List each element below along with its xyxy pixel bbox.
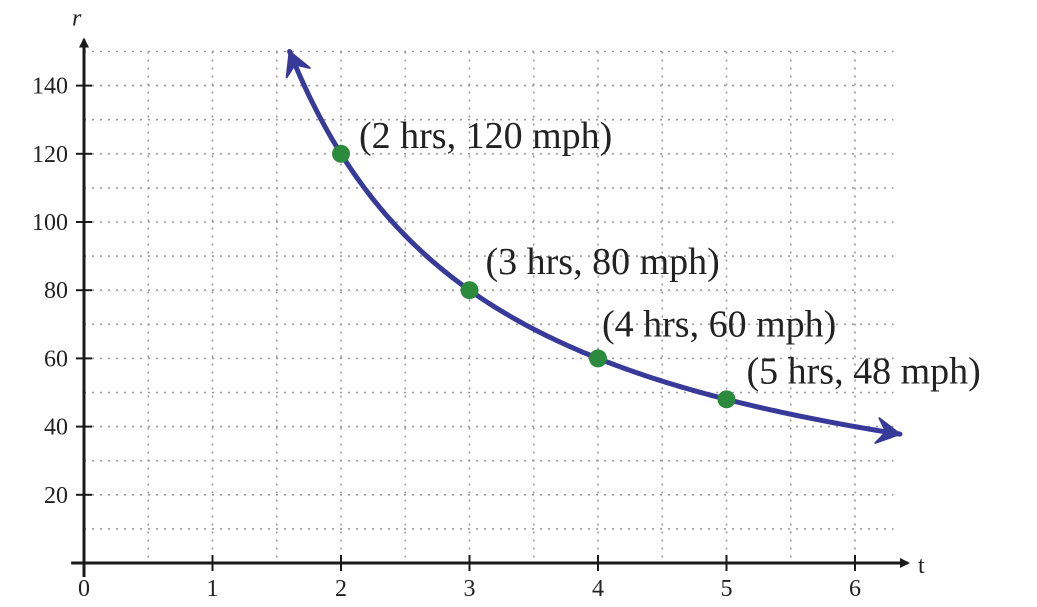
x-tick-label: 3 xyxy=(464,576,476,602)
curve-arrow-end xyxy=(874,417,901,444)
point-label: (3 hrs, 80 mph) xyxy=(486,241,720,283)
y-tick-label: 120 xyxy=(32,142,68,168)
x-tick-label: 6 xyxy=(849,576,861,602)
y-tick-label: 20 xyxy=(44,483,68,509)
y-tick-label: 100 xyxy=(32,210,68,236)
data-points xyxy=(332,144,736,409)
axes xyxy=(71,37,910,577)
y-tick-label: 80 xyxy=(44,278,68,304)
data-point xyxy=(460,281,479,300)
x-tick-label: 4 xyxy=(592,576,604,602)
y-axis-label: r xyxy=(72,6,82,32)
data-point xyxy=(589,349,607,368)
point-label: (4 hrs, 60 mph) xyxy=(602,303,836,345)
x-tick-label: 0 xyxy=(78,576,90,602)
data-point xyxy=(717,390,736,409)
y-tick-label: 140 xyxy=(32,74,68,100)
x-tick-label: 5 xyxy=(721,576,733,602)
point-labels: (2 hrs, 120 mph) (3 hrs, 80 mph) (4 hrs, 6… xyxy=(359,115,981,393)
y-tick-label: 40 xyxy=(44,415,68,441)
x-tick-label: 1 xyxy=(207,576,219,602)
point-label: (2 hrs, 120 mph) xyxy=(359,115,612,157)
data-point xyxy=(332,144,350,163)
tick-labels: t r 0 1 2 3 4 5 6 20 40 60 80 100 120 140 xyxy=(32,6,925,603)
y-tick-label: 60 xyxy=(44,346,68,372)
point-label: (5 hrs, 48 mph) xyxy=(747,350,981,392)
x-tick-label: 2 xyxy=(335,576,347,602)
curve-arrow-start xyxy=(285,50,311,79)
x-axis-label: t xyxy=(918,553,925,579)
